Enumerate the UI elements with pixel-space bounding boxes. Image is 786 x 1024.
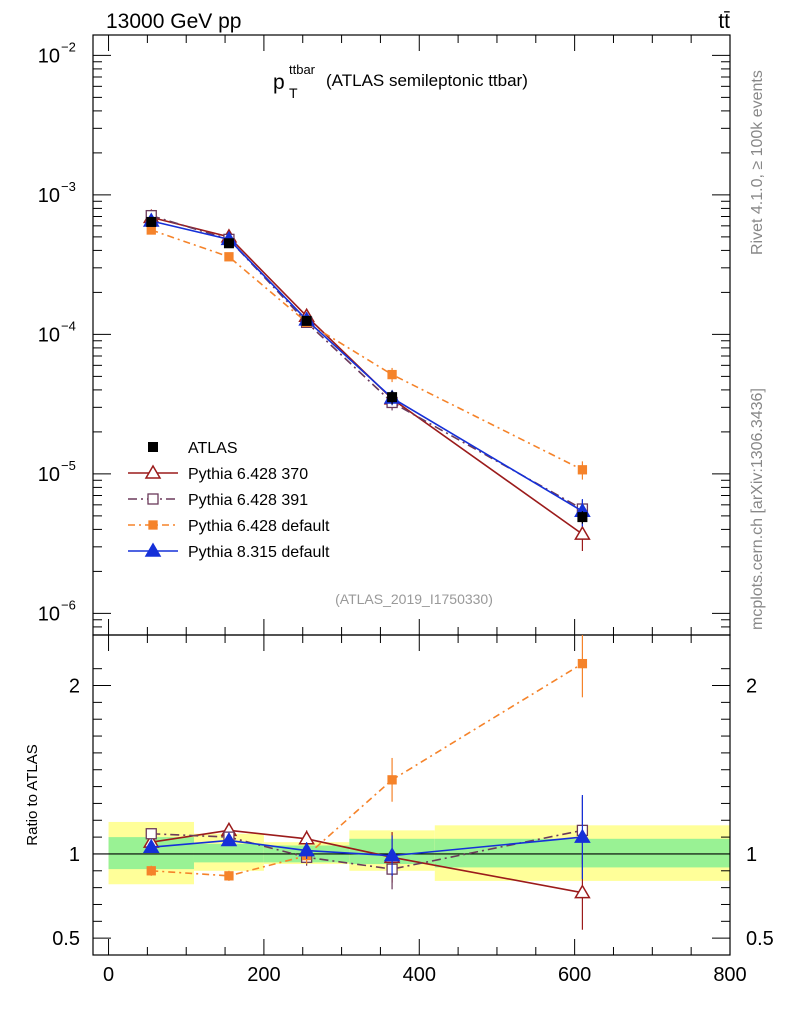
legend: ATLAS Pythia 6.428 370 Pythia 6.428 391 Pyt…	[128, 440, 330, 561]
legend-marker-1	[144, 464, 162, 479]
y-ratio-tick-label-right: 2	[746, 676, 757, 698]
x-tick-label: 800	[713, 964, 746, 986]
rivet-version-label: Rivet 4.1.0, ≥ 100k events	[749, 70, 766, 255]
legend-label-1: Pythia 6.428 370	[188, 466, 308, 483]
ratio-point-3	[298, 842, 315, 857]
plot-title-subscript: T	[289, 85, 298, 101]
legend-label-3: Pythia 6.428 default	[188, 518, 330, 535]
ratio-point-3	[574, 828, 591, 843]
ratio-point-0	[574, 884, 591, 899]
ratio-plot-frame	[92, 634, 731, 956]
series-point-2	[577, 465, 588, 475]
header-process-label: tt̄	[718, 10, 730, 33]
legend-marker-4	[144, 542, 162, 557]
data-point	[223, 238, 234, 249]
y-main-tick-exponent: −2	[61, 39, 76, 54]
ratio-plot-area	[142, 635, 591, 930]
legend-label-4: Pythia 8.315 default	[188, 544, 330, 561]
x-tick-label: 200	[247, 964, 280, 986]
y-main-tick-label: 10	[38, 324, 60, 346]
y-main-tick-exponent: −3	[61, 179, 76, 194]
series-point-2	[146, 225, 156, 235]
y-main-tick-label: 10	[38, 45, 60, 67]
x-tick-label: 0	[103, 964, 114, 986]
y-main-tick-label: 10	[38, 185, 60, 207]
y-ratio-tick-label-left: 1	[69, 844, 80, 866]
y-ratio-tick-label-right: 0.5	[746, 928, 774, 950]
y-main-tick-label: 10	[38, 464, 60, 486]
analysis-id-annotation: (ATLAS_2019_I1750330)	[335, 591, 493, 607]
data-point	[301, 315, 312, 326]
ratio-point-2	[387, 775, 397, 785]
y-ratio-tick-label-left: 2	[69, 676, 80, 698]
ratio-point-1	[145, 828, 157, 840]
series-point-2	[224, 252, 234, 262]
ratio-point-2	[224, 871, 234, 881]
y-ratio-tick-label-right: 1	[746, 844, 757, 866]
data-point	[146, 216, 157, 227]
series-line-1	[151, 214, 583, 510]
mcplots-source-label: mcplots.cern.ch [arXiv:1306.3436]	[749, 388, 766, 630]
y-main-tick-label: 10	[38, 603, 60, 625]
plot-title: p ttbar T (ATLAS semileptonic ttbar)	[273, 62, 528, 101]
y-main-tick-exponent: −4	[61, 318, 76, 333]
data-point	[387, 392, 398, 403]
series-point-0	[574, 525, 591, 540]
ratio-point-3	[220, 831, 238, 847]
y-main-tick-exponent: −6	[61, 597, 76, 612]
y-ratio-tick-label-left: 0.5	[52, 928, 80, 950]
ratio-point-2	[577, 658, 588, 669]
ratio-axis-label: Ratio to ATLAS	[24, 744, 41, 845]
header-energy-label: 13000 GeV pp	[106, 10, 241, 33]
plot-title-superscript: ttbar	[289, 62, 316, 77]
legend-marker-3	[148, 520, 158, 530]
ratio-point-3	[383, 847, 401, 862]
plot-title-base: p	[273, 71, 285, 94]
legend-label-2: Pythia 6.428 391	[188, 492, 308, 509]
x-tick-label: 400	[403, 964, 436, 986]
band-inner-1	[193, 843, 264, 863]
legend-marker-2	[147, 493, 159, 505]
x-tick-label: 600	[558, 964, 591, 986]
ratio-point-3	[142, 838, 160, 853]
series-point-2	[387, 369, 397, 380]
y-main-tick-exponent: −5	[61, 458, 76, 473]
legend-label-0: ATLAS	[188, 440, 238, 457]
main-plot-area	[142, 208, 591, 552]
ratio-point-2	[146, 866, 156, 876]
series-line-2	[151, 229, 583, 471]
data-point	[577, 512, 588, 523]
plot-title-text: (ATLAS semileptonic ttbar)	[326, 71, 528, 90]
legend-marker-0	[148, 442, 158, 452]
